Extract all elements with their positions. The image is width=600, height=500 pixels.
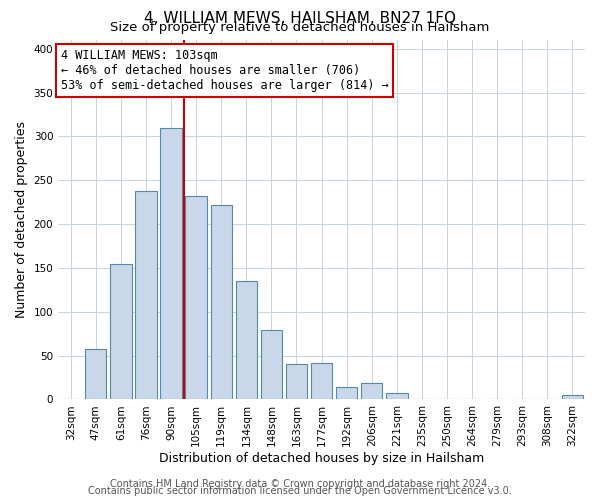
Text: Contains public sector information licensed under the Open Government Licence v3: Contains public sector information licen…: [88, 486, 512, 496]
Bar: [136, 191, 157, 400]
Bar: [185, 196, 207, 400]
Bar: [562, 395, 583, 400]
Bar: [236, 281, 257, 400]
Bar: [160, 128, 182, 400]
Bar: [85, 350, 106, 400]
Text: Size of property relative to detached houses in Hailsham: Size of property relative to detached ho…: [110, 22, 490, 35]
Bar: [110, 264, 131, 400]
Bar: [211, 205, 232, 400]
Bar: [286, 364, 307, 400]
Bar: [261, 330, 282, 400]
X-axis label: Distribution of detached houses by size in Hailsham: Distribution of detached houses by size …: [159, 452, 484, 465]
Text: 4 WILLIAM MEWS: 103sqm
← 46% of detached houses are smaller (706)
53% of semi-de: 4 WILLIAM MEWS: 103sqm ← 46% of detached…: [61, 49, 389, 92]
Bar: [336, 387, 358, 400]
Y-axis label: Number of detached properties: Number of detached properties: [15, 121, 28, 318]
Text: Contains HM Land Registry data © Crown copyright and database right 2024.: Contains HM Land Registry data © Crown c…: [110, 479, 490, 489]
Bar: [386, 394, 407, 400]
Bar: [311, 362, 332, 400]
Bar: [361, 383, 382, 400]
Text: 4, WILLIAM MEWS, HAILSHAM, BN27 1FQ: 4, WILLIAM MEWS, HAILSHAM, BN27 1FQ: [144, 11, 456, 26]
